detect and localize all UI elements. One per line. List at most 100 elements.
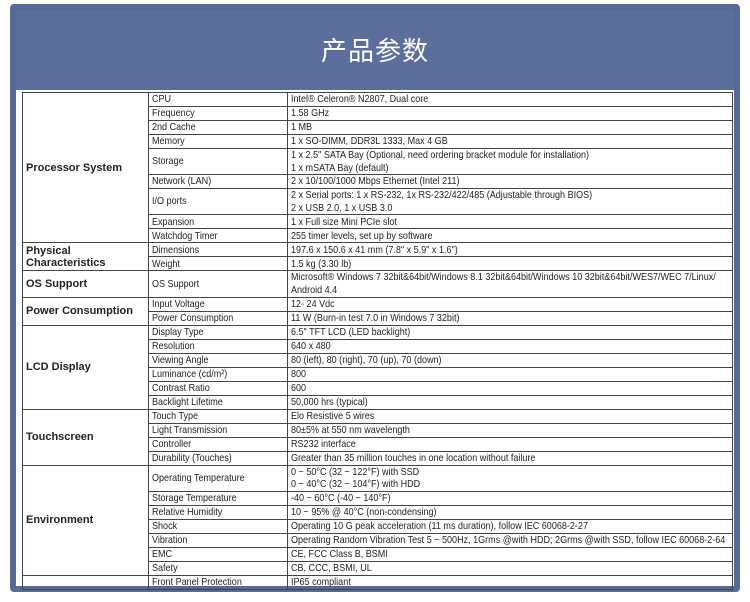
value-cell: 1 MB: [287, 120, 733, 135]
value-cell: 600: [287, 380, 733, 396]
value-cell: 11 W (Burn-in test 7.0 in Windows 7 32bi…: [287, 310, 733, 326]
group-label: Physical Characteristics: [26, 244, 106, 269]
param-label: Vibration: [152, 533, 188, 546]
value-cell: 255 timer levels, set up by software: [287, 228, 733, 244]
value-cell: Operating 10 G peak acceleration (11 ms …: [287, 518, 733, 534]
group-cell: LCD Display: [22, 324, 149, 410]
table-row: Controller RS232 interface: [23, 436, 733, 452]
group-cell: Physical Characteristics: [22, 242, 149, 272]
value-cell: RS232 interface: [287, 436, 733, 452]
param-cell: Memory: [148, 134, 288, 149]
param-label: Luminance (cd/m²): [152, 367, 228, 380]
param-cell: Front Panel Protection: [148, 574, 288, 590]
table-row: Touchscreen Touch Type Elo Resistive 5 wir…: [22, 408, 733, 466]
param-label: Watchdog Timer: [152, 229, 218, 242]
value-cell: 640 x 480: [287, 338, 733, 354]
value-text: 10 ~ 95% @ 40°C (non-condensing): [291, 505, 437, 518]
param-cell: 2nd Cache: [148, 120, 288, 135]
param-cell: Storage: [148, 147, 288, 176]
param-label: Storage: [152, 155, 184, 168]
value-cell: CB, CCC, BSMI, UL: [287, 560, 733, 576]
table-row: Watchdog Timer 255 timer levels, set up b…: [23, 228, 733, 244]
param-cell: Viewing Angle: [148, 352, 288, 368]
value-cell: 50,000 hrs (typical): [287, 394, 733, 410]
value-cell: 80±5% at 550 nm wavelength: [287, 422, 733, 438]
param-label: Shock: [152, 519, 178, 532]
param-cell: Dimensions: [148, 242, 288, 258]
value-text: Microsoft® Windows 7 32bit&64bit/Windows…: [291, 271, 716, 284]
param-cell: Vibration: [148, 532, 288, 548]
param-cell: Touch Type: [148, 408, 288, 424]
group-label: Environment: [26, 514, 94, 527]
value-text: Android 4.4: [291, 283, 338, 296]
value-text: 640 x 480: [291, 339, 331, 352]
param-label: Viewing Angle: [152, 353, 209, 366]
param-cell: Contrast Ratio: [148, 380, 288, 396]
group-label: LCD Display: [26, 361, 91, 374]
param-cell: Luminance (cd/m²): [148, 366, 288, 382]
group-label: OS Support: [26, 277, 88, 290]
value-cell: Intel® Celeron® N2807, Dual core: [287, 92, 733, 107]
param-cell: Weight: [148, 256, 288, 272]
group-cell: OS Support: [22, 270, 149, 298]
table-row: Shock Operating 10 G peak acceleration (1…: [23, 518, 733, 534]
table-row: 2nd Cache 1 MB: [23, 120, 733, 135]
param-cell: Operating Temperature: [148, 464, 288, 492]
param-label: Relative Humidity: [152, 505, 223, 518]
value-text: 6.5" TFT LCD (LED backlight): [291, 325, 411, 338]
param-cell: CPU: [148, 92, 288, 107]
param-cell: EMC: [148, 546, 288, 562]
group-label: Processor System: [26, 161, 122, 174]
value-text: 0 ~ 40°C (32 ~ 104°F) with HDD: [291, 478, 421, 491]
value-cell: 2 x Serial ports: 1 x RS-232, 1x RS-232/…: [287, 188, 733, 216]
value-text: IP65 compliant: [291, 575, 351, 588]
param-label: Front Panel Protection: [152, 575, 242, 588]
value-cell: 1.5 kg (3.30 lb): [287, 256, 733, 272]
value-text: 2 x Serial ports: 1 x RS-232, 1x RS-232/…: [291, 189, 593, 202]
value-text: 50,000 hrs (typical): [291, 395, 368, 408]
param-label: Frequency: [152, 107, 195, 120]
value-cell: 197.6 x 150.6 x 41 mm (7.8" x 5.9" x 1.6…: [287, 242, 733, 258]
param-cell: Storage Temperature: [148, 490, 288, 506]
param-cell: Watchdog Timer: [148, 228, 288, 244]
param-label: Safety: [152, 561, 178, 574]
value-cell: 10 ~ 95% @ 40°C (non-condensing): [287, 504, 733, 520]
value-text: Operating Random Vibration Test 5 ~ 500H…: [291, 533, 726, 546]
value-text: 2 x USB 2.0, 1 x USB 3.0: [291, 201, 393, 214]
param-label: EMC: [152, 547, 173, 560]
param-cell: Light Transmission: [148, 422, 288, 438]
value-cell: Operating Random Vibration Test 5 ~ 500H…: [287, 532, 733, 548]
value-text: CB, CCC, BSMI, UL: [291, 561, 372, 574]
value-text: -40 ~ 60°C (-40 ~ 140°F): [291, 491, 391, 504]
param-cell: Network (LAN): [148, 174, 288, 190]
value-cell: Elo Resistive 5 wires: [287, 408, 733, 424]
param-cell: Shock: [148, 518, 288, 534]
value-text: 1 x 2.5" SATA Bay (Optional, need orderi…: [291, 149, 590, 161]
param-label: CPU: [152, 93, 172, 106]
param-label: I/O ports: [152, 195, 187, 208]
value-cell: 0 ~ 50°C (32 ~ 122°F) with SSD 0 ~ 40°C (…: [287, 464, 733, 492]
param-label: Input Voltage: [152, 297, 205, 310]
param-label: Display Type: [152, 325, 204, 338]
param-cell: Resolution: [148, 338, 288, 354]
value-cell: 800: [287, 366, 733, 382]
param-label: Backlight Lifetime: [152, 395, 223, 408]
param-label: Operating Temperature: [152, 471, 245, 484]
table-row: I/O ports 2 x Serial ports: 1 x RS-232, 1…: [23, 188, 733, 216]
table-row: Power Consumption 11 W (Burn-in test 7.0 …: [23, 310, 733, 326]
value-text: 0 ~ 50°C (32 ~ 122°F) with SSD: [291, 465, 420, 478]
value-cell: Microsoft® Windows 7 32bit&64bit/Windows…: [287, 270, 733, 298]
table-row: Power Consumption Input Voltage 12- 24 Vdc: [22, 296, 733, 326]
param-cell: Relative Humidity: [148, 504, 288, 520]
frame: 产品参数 Processor System CPU Intel® Celeron® …: [10, 4, 740, 592]
value-cell: 80 (left), 80 (right), 70 (up), 70 (down…: [287, 352, 733, 368]
param-cell: Backlight Lifetime: [148, 394, 288, 410]
spec-table: Processor System CPU Intel® Celeron® N2807…: [22, 91, 733, 590]
value-cell: IP65 compliant: [287, 574, 733, 590]
table-row: Storage Temperature -40 ~ 60°C (-40 ~ 140…: [23, 490, 733, 506]
group-cell: Power Consumption: [22, 296, 149, 326]
group-cell: [22, 574, 149, 590]
table-row: Front Panel Protection IP65 compliant: [22, 574, 733, 590]
value-cell: CE, FCC Class B, BSMI: [287, 546, 733, 562]
